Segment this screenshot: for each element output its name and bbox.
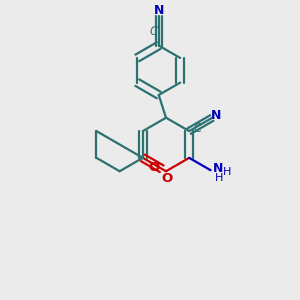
Text: N: N <box>211 109 222 122</box>
Text: H: H <box>215 173 224 183</box>
Text: N: N <box>213 162 223 175</box>
Text: C: C <box>194 122 202 134</box>
Text: H: H <box>222 167 231 177</box>
Text: N: N <box>154 4 164 16</box>
Text: O: O <box>162 172 173 185</box>
Text: O: O <box>148 161 159 174</box>
Text: C: C <box>149 25 158 38</box>
